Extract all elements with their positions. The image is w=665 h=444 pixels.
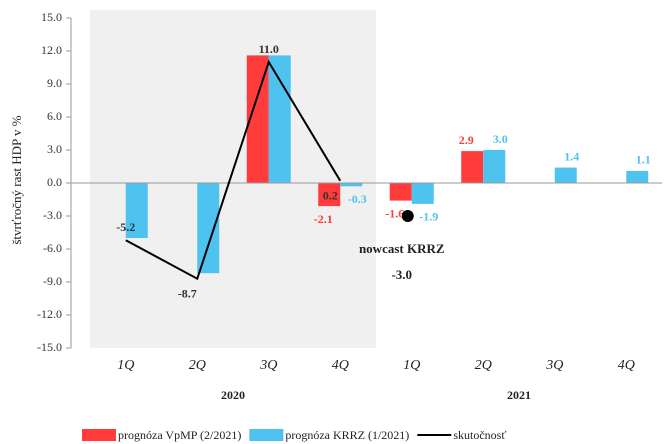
bar: [626, 170, 649, 183]
bar: [389, 183, 412, 201]
x-tick-label: 2Q: [475, 358, 492, 373]
legend-label: prognóza VpMP (2/2021): [118, 428, 241, 442]
value-label: 11.0: [259, 42, 279, 56]
y-tick-label: 9.0: [47, 76, 62, 90]
value-label: -0.3: [348, 192, 367, 206]
legend-label: skutočnosť: [453, 428, 506, 442]
legend-label: prognóza KRRZ (1/2021): [285, 428, 409, 442]
legend-swatch: [82, 429, 116, 441]
y-tick-label: 12.0: [41, 43, 62, 57]
bar: [246, 55, 269, 183]
x-tick-label: 1Q: [403, 358, 420, 373]
group-label: 2021: [507, 388, 531, 402]
bar: [461, 151, 484, 183]
y-tick-label: 0.0: [47, 175, 62, 189]
bar: [197, 183, 220, 274]
bar: [554, 167, 577, 183]
value-label: -2.1: [314, 212, 333, 226]
legend-swatch: [249, 429, 284, 441]
value-label: -8.7: [178, 286, 197, 300]
group-label: 2020: [221, 388, 245, 402]
y-axis-label: štvrťročný rast HDP v %: [9, 115, 24, 244]
nowcast-point: [401, 210, 414, 222]
value-label: 0.2: [323, 189, 338, 203]
value-label: -5.2: [116, 220, 135, 234]
y-tick-label: 15.0: [41, 10, 62, 24]
x-tick-label: 3Q: [259, 358, 277, 373]
y-tick-label: -15.0: [37, 340, 62, 354]
value-label: 1.1: [636, 153, 651, 167]
value-label: 1.4: [564, 149, 579, 163]
value-label: -3.0: [391, 267, 412, 282]
group-shade: [90, 10, 376, 348]
value-label: -1.9: [419, 210, 438, 224]
y-tick-label: -6.0: [43, 241, 62, 255]
value-label: 3.0: [493, 132, 508, 146]
bar: [318, 183, 341, 207]
nowcast-label: nowcast KRRZ: [359, 241, 445, 256]
bar: [340, 183, 363, 187]
x-tick-label: 4Q: [618, 358, 635, 373]
y-tick-label: 6.0: [47, 109, 62, 123]
y-tick-label: -9.0: [43, 274, 62, 288]
y-tick-label: 3.0: [47, 142, 62, 156]
x-tick-label: 3Q: [545, 358, 563, 373]
x-tick-label: 1Q: [117, 358, 134, 373]
value-label: -1.6: [385, 206, 404, 220]
y-tick-label: -12.0: [37, 307, 62, 321]
bar: [411, 183, 434, 204]
value-label: 2.9: [459, 133, 474, 147]
line: [125, 59, 342, 281]
bar: [125, 183, 148, 238]
x-tick-label: 4Q: [332, 358, 349, 373]
y-tick-label: -3.0: [43, 208, 62, 222]
bar: [268, 55, 291, 183]
x-tick-label: 2Q: [189, 358, 206, 373]
bar: [483, 150, 506, 183]
